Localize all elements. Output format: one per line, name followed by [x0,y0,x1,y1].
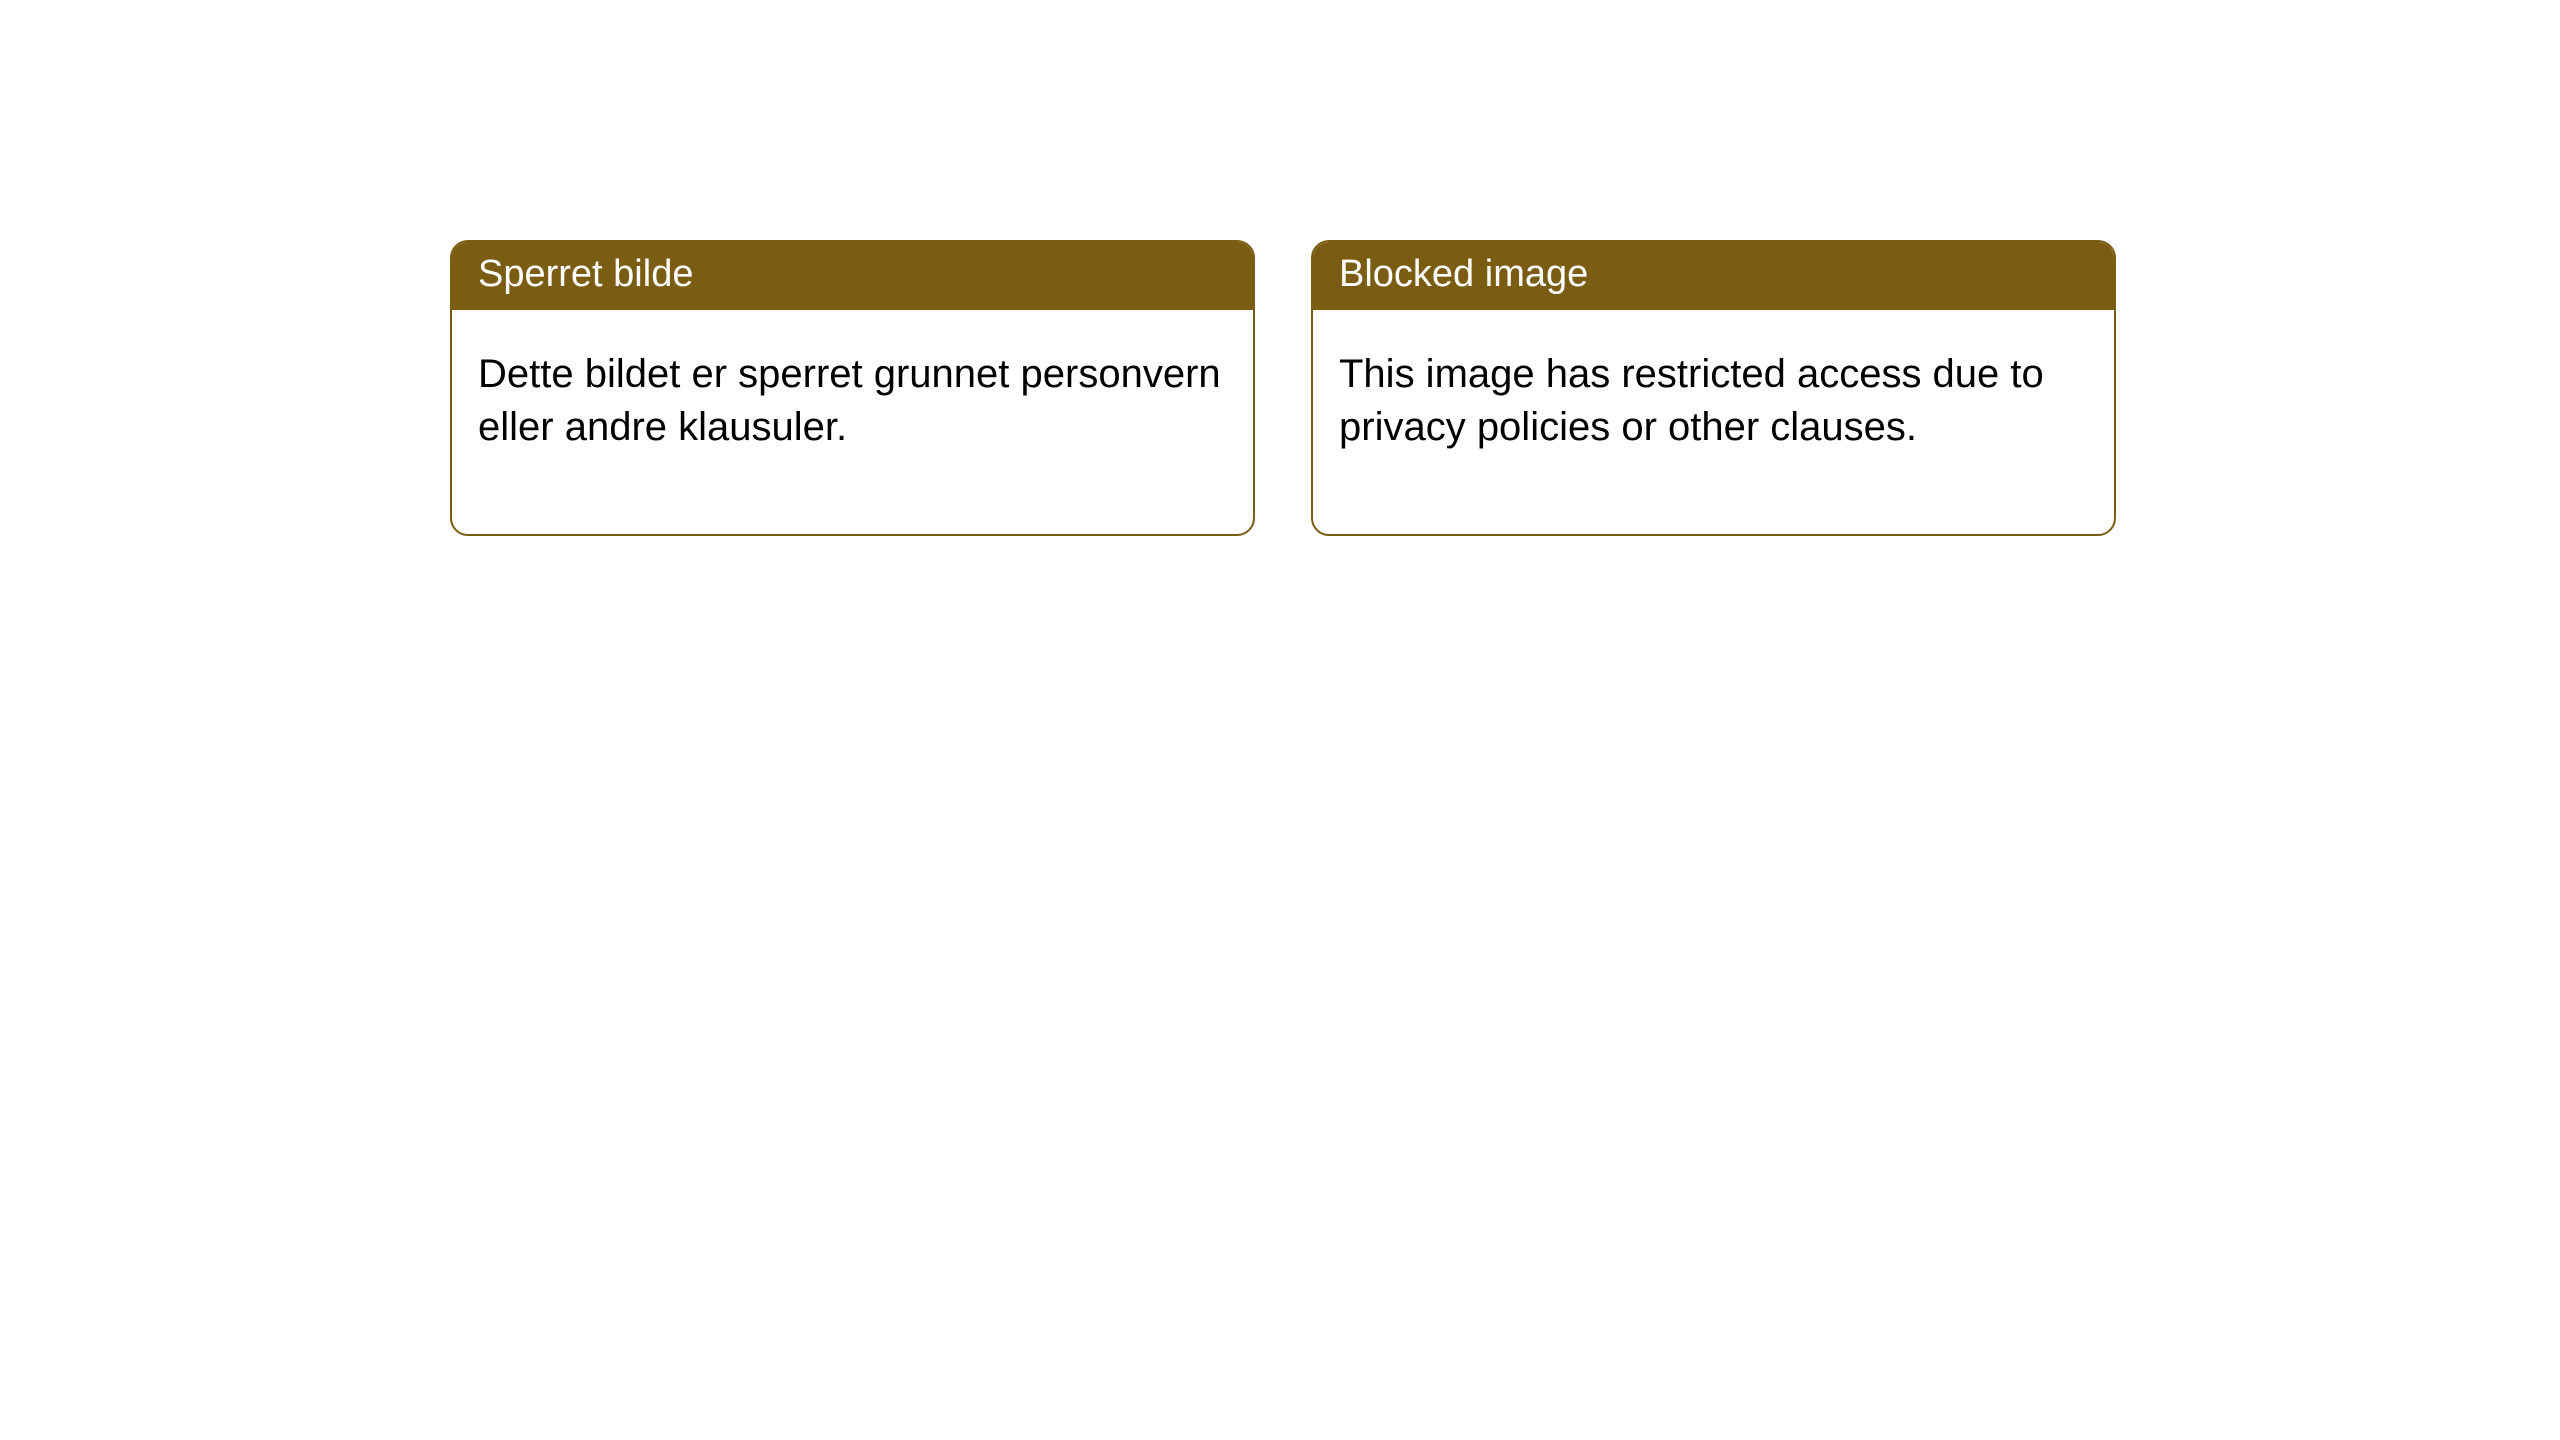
notices-container: Sperret bilde Dette bildet er sperret gr… [450,240,2116,536]
notice-card-english: Blocked image This image has restricted … [1311,240,2116,536]
notice-header-english: Blocked image [1313,242,2114,310]
notice-body-english: This image has restricted access due to … [1313,310,2114,534]
notice-card-norwegian: Sperret bilde Dette bildet er sperret gr… [450,240,1255,536]
notice-header-norwegian: Sperret bilde [452,242,1253,310]
notice-body-norwegian: Dette bildet er sperret grunnet personve… [452,310,1253,534]
